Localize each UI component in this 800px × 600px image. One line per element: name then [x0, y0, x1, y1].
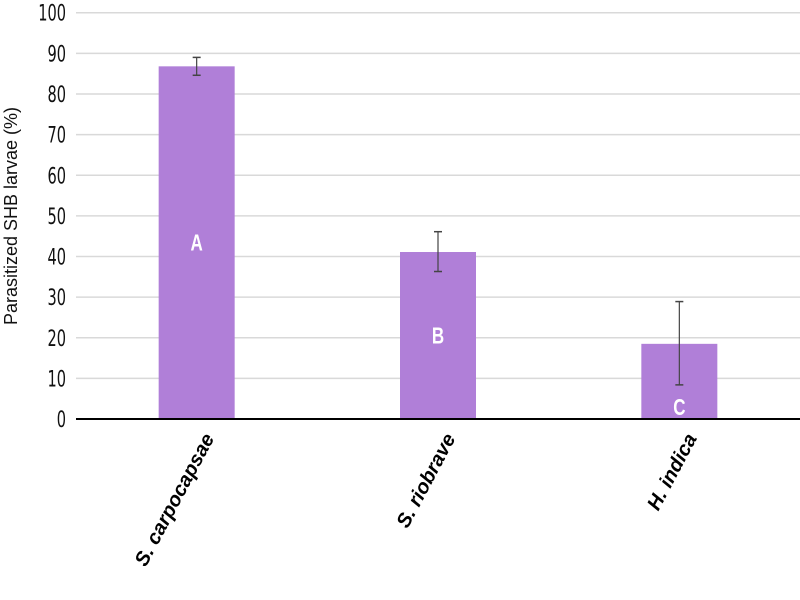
- y-tick-label: 20: [48, 325, 66, 351]
- y-tick-label: 80: [48, 82, 66, 108]
- y-tick-label: 0: [57, 407, 66, 433]
- x-tick-label: H. indica: [643, 430, 702, 514]
- x-tick-label: S. riobrave: [392, 430, 460, 532]
- significance-letter: A: [191, 231, 204, 256]
- y-tick-label: 30: [48, 285, 66, 311]
- y-tick-label: 50: [48, 203, 66, 229]
- bar: [158, 66, 235, 419]
- y-axis-label: Parasitized SHB larvae (%): [1, 107, 21, 325]
- x-tick-label: S. carpocapsae: [131, 430, 219, 570]
- y-tick-label: 90: [48, 41, 66, 67]
- bar: [400, 252, 476, 419]
- significance-letter: C: [673, 396, 686, 421]
- error-bars: [192, 56, 684, 386]
- y-tick-label: 100: [38, 0, 66, 26]
- significance-letters: A B C: [191, 231, 686, 420]
- y-tick-label: 60: [48, 163, 66, 189]
- significance-letter: B: [432, 324, 444, 349]
- y-tick-labels: 0 10 20 30 40 50 60 70 80 90 100: [38, 0, 66, 432]
- y-tick-label: 70: [48, 122, 66, 148]
- y-tick-label: 10: [48, 366, 66, 392]
- y-tick-label: 40: [48, 244, 66, 270]
- x-tick-labels: S. carpocapsae S. riobrave H. indica: [131, 430, 702, 570]
